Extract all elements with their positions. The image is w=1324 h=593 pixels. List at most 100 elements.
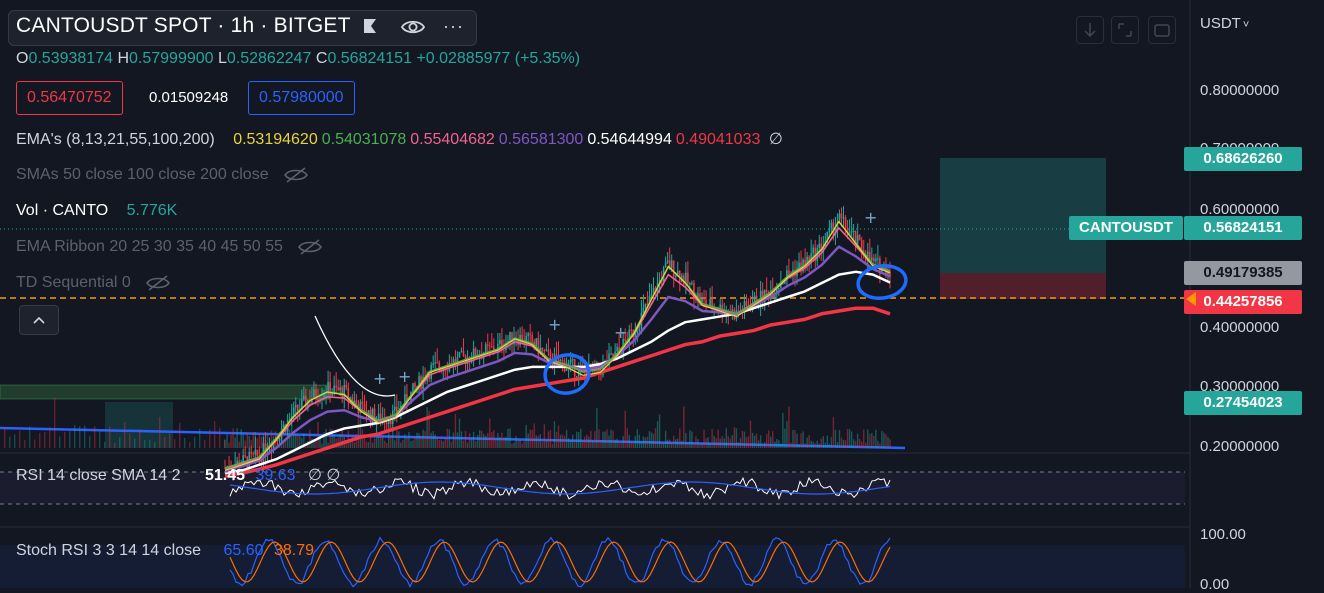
drawn-curve[interactable] [314, 315, 396, 397]
volume-bar [701, 443, 703, 448]
sma-label[interactable]: SMAs 50 close 100 close 200 close [16, 166, 269, 184]
candle-body [438, 362, 441, 369]
long-position-loss-zone[interactable] [940, 273, 1106, 299]
volume-bar [650, 432, 653, 448]
drawn-circle[interactable] [856, 263, 908, 301]
volume-bar [705, 438, 707, 448]
collapse-legend-button[interactable] [19, 305, 59, 335]
volume-bar [129, 433, 131, 448]
volume-label[interactable]: Vol · CANTO [16, 202, 109, 219]
volume-bar [114, 442, 116, 448]
drawn-circle[interactable] [542, 351, 593, 397]
plus-markers: + + + + + [373, 208, 877, 388]
volume-bar [660, 442, 663, 448]
td-legend[interactable]: TD Sequential 0 [16, 274, 171, 292]
volume-bar [745, 436, 748, 448]
candle-body [705, 299, 707, 306]
candle-body [523, 342, 525, 344]
eye-hidden-icon[interactable] [283, 166, 309, 184]
support-zone[interactable] [0, 384, 331, 400]
volume-bar [511, 443, 513, 448]
ema-label[interactable]: EMA's (8,13,21,55,100,200) [16, 131, 215, 148]
candle-body [610, 353, 612, 355]
candle-body [371, 408, 374, 423]
fullscreen-button[interactable] [1148, 16, 1176, 44]
more-icon[interactable]: ··· [443, 16, 464, 36]
stoch-legend[interactable]: Stoch RSI 3 3 14 14 close 65.60 38.79 [16, 542, 314, 560]
volume-bar [501, 432, 503, 448]
candle-body [786, 270, 788, 281]
candle-body [806, 256, 808, 264]
ribbon-legend[interactable]: EMA Ribbon 20 25 30 35 40 45 50 55 [16, 238, 323, 256]
volume-bar [333, 434, 335, 448]
zoom-button[interactable] [1111, 16, 1139, 44]
rsi-legend[interactable]: RSI 14 close SMA 14 2 51.45 39.63 ∅ ∅ [16, 465, 340, 485]
volume-bar [778, 440, 780, 448]
volume-bar [824, 442, 827, 448]
volume-bar [634, 436, 637, 448]
volume-bar [549, 429, 552, 448]
candle-body [868, 251, 871, 260]
price-axis-tick: 0.20000000 [1200, 438, 1280, 455]
trendline[interactable] [0, 426, 906, 450]
volume-bar [713, 435, 715, 448]
volume-bar [794, 430, 796, 448]
volume-bar [561, 434, 564, 448]
target-price-badge[interactable]: 0.68626260 [1184, 147, 1302, 171]
eye-icon[interactable] [400, 17, 426, 37]
ribbon-label[interactable]: EMA Ribbon 20 25 30 35 40 45 50 55 [16, 238, 283, 256]
volume-bar [539, 433, 542, 448]
candle-body [511, 332, 513, 345]
ema-legend[interactable]: EMA's (8,13,21,55,100,200) 0.53194620 0.5… [16, 129, 783, 149]
candle-body [396, 406, 398, 415]
volume-bar [636, 429, 639, 448]
volume-bar [555, 431, 558, 448]
volume-legend[interactable]: Vol · CANTO 5.776K [16, 202, 177, 220]
volume-bar [687, 442, 689, 448]
stoch-label[interactable]: Stoch RSI 3 3 14 14 close [16, 542, 201, 559]
volume-bar [452, 432, 455, 448]
volume-bar [149, 440, 151, 448]
stop-price-badge[interactable]: 0.44257856 [1184, 290, 1302, 314]
volume-bar [483, 433, 485, 448]
volume-bar [252, 431, 254, 448]
long-position-profit-zone[interactable] [940, 158, 1106, 273]
flag-icon[interactable] [362, 18, 378, 34]
currency-label[interactable]: USDT [1200, 15, 1241, 32]
ema-value: 0.53194620 [233, 131, 318, 148]
currency-selector[interactable]: USDT ˅ [1200, 15, 1249, 32]
rsi-label[interactable]: RSI 14 close SMA 14 2 [16, 467, 181, 484]
buy-price-button[interactable]: 0.57980000 [248, 81, 355, 115]
chevron-down-icon[interactable]: ˅ [1242, 19, 1250, 31]
td-label[interactable]: TD Sequential 0 [16, 274, 131, 292]
sma-legend[interactable]: SMAs 50 close 100 close 200 close [16, 166, 309, 184]
volume-bar [632, 441, 634, 448]
entry-price-badge[interactable]: 0.49179385 [1184, 261, 1302, 285]
candle-body [848, 232, 851, 235]
volume-bar [563, 435, 566, 448]
volume-bar [774, 441, 776, 448]
volume-bar [309, 429, 311, 448]
candle-body [491, 346, 493, 348]
volume-bar [369, 435, 372, 448]
volume-bar [677, 438, 679, 448]
candle-body [292, 407, 295, 417]
volume-bar [466, 442, 469, 448]
volume-bar [189, 442, 191, 448]
stoch-k-line [229, 536, 891, 588]
volume-bar [392, 431, 394, 448]
eye-hidden-icon[interactable] [297, 238, 323, 256]
support-price-badge[interactable]: 0.27454023 [1184, 391, 1302, 415]
volume-bar [802, 431, 804, 448]
volume-bar [509, 428, 511, 448]
eye-hidden-icon[interactable] [145, 274, 171, 292]
volume-bar [565, 429, 568, 448]
alert-arrow-icon[interactable] [1186, 292, 1196, 306]
symbol-header[interactable] [8, 10, 477, 46]
symbol-title[interactable]: CANTOUSDT SPOT · 1h · BITGET [16, 14, 351, 37]
sell-price-button[interactable]: 0.56470752 [16, 81, 123, 115]
scroll-down-button[interactable] [1076, 16, 1104, 44]
candle-body [349, 397, 352, 399]
candle-body [363, 403, 366, 415]
